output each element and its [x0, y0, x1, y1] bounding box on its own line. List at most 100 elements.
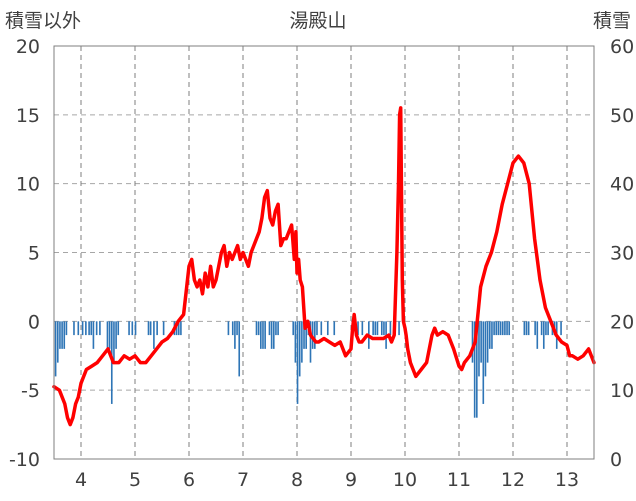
bar — [77, 321, 80, 336]
x-tick-label: 11 — [447, 469, 471, 491]
bar — [374, 321, 377, 336]
left-axis-label: 積雪以外 — [5, 10, 81, 32]
bar — [227, 321, 230, 336]
bar — [113, 321, 115, 363]
bar — [147, 321, 150, 336]
bar — [309, 321, 312, 363]
bar — [270, 321, 273, 349]
bar — [547, 321, 549, 336]
bar — [301, 321, 303, 363]
bar — [63, 321, 66, 349]
bar — [56, 321, 59, 363]
bar — [134, 321, 137, 336]
bar — [117, 321, 120, 336]
plot-frame — [53, 45, 595, 460]
bar — [482, 321, 485, 404]
line-series — [52, 106, 596, 427]
bar — [303, 321, 305, 349]
bar — [484, 321, 487, 377]
bar — [320, 321, 323, 336]
x-tick-label: 7 — [237, 469, 249, 491]
right-tick-label: 10 — [610, 380, 634, 402]
bar — [380, 321, 383, 336]
bar — [73, 321, 75, 336]
bar — [255, 321, 258, 336]
bar — [471, 321, 474, 363]
bar — [65, 321, 68, 336]
x-tick-label: 6 — [183, 469, 195, 491]
bar — [61, 321, 63, 349]
bar — [88, 321, 90, 336]
bar — [506, 321, 508, 336]
bar — [131, 321, 134, 336]
bar — [294, 321, 297, 363]
bar — [108, 321, 111, 349]
left-tick-label: 10 — [16, 174, 40, 196]
bar — [501, 321, 504, 336]
right-tick-label: 60 — [610, 36, 634, 58]
bar — [534, 321, 536, 336]
bar — [156, 321, 158, 336]
bar — [504, 321, 506, 336]
bar — [92, 321, 95, 349]
bar — [257, 321, 260, 336]
bar — [361, 321, 364, 336]
bar — [99, 321, 101, 336]
x-tick-label: 10 — [393, 469, 417, 491]
bar — [508, 321, 511, 336]
x-tick-label: 13 — [555, 469, 579, 491]
bar — [106, 321, 109, 349]
bar — [177, 321, 180, 336]
x-tick-label: 9 — [345, 469, 357, 491]
bar — [540, 321, 543, 336]
bar — [488, 321, 491, 349]
bar — [305, 321, 307, 349]
x-tick-label: 8 — [291, 469, 303, 491]
bar — [153, 321, 155, 349]
bar — [542, 321, 545, 349]
left-tick-label: 15 — [16, 105, 40, 127]
bar — [115, 321, 117, 349]
bar — [560, 321, 562, 336]
bar — [480, 321, 482, 363]
bar — [527, 321, 530, 336]
bar — [149, 321, 152, 336]
bar — [272, 321, 275, 349]
bar — [316, 321, 318, 336]
bar — [277, 321, 279, 336]
right-tick-label: 50 — [610, 105, 634, 127]
bar — [275, 321, 277, 336]
bar — [333, 321, 336, 336]
bar — [90, 321, 93, 336]
bar — [314, 321, 316, 349]
bar — [292, 321, 295, 336]
left-tick-label: 20 — [16, 36, 40, 58]
right-axis-label: 積雪 — [593, 10, 631, 32]
bar — [260, 321, 262, 349]
bar — [268, 321, 271, 336]
bar — [499, 321, 502, 336]
bar — [523, 321, 526, 336]
bar — [545, 321, 547, 336]
bar — [234, 321, 236, 349]
bar — [495, 321, 498, 336]
bar — [95, 321, 98, 336]
snow-depth-line — [52, 106, 596, 427]
x-tick-label: 4 — [75, 469, 87, 491]
bar — [231, 321, 234, 336]
bar — [326, 321, 329, 336]
right-tick-label: 40 — [610, 174, 634, 196]
bar — [162, 321, 165, 336]
bar — [85, 321, 87, 336]
bar — [389, 321, 392, 336]
bar-series — [54, 321, 562, 418]
bar — [264, 321, 266, 349]
bar — [376, 321, 379, 336]
left-tick-label: 5 — [28, 243, 40, 265]
bar — [180, 321, 182, 336]
bar — [536, 321, 539, 349]
left-tick-label: -10 — [9, 449, 40, 471]
tick-labels: -10 -5 0 5 10 15 20 0 10 20 30 40 50 60 4 5 6 7 8 9 10 11 12 13 — [9, 36, 634, 491]
grid-layer — [54, 46, 594, 459]
